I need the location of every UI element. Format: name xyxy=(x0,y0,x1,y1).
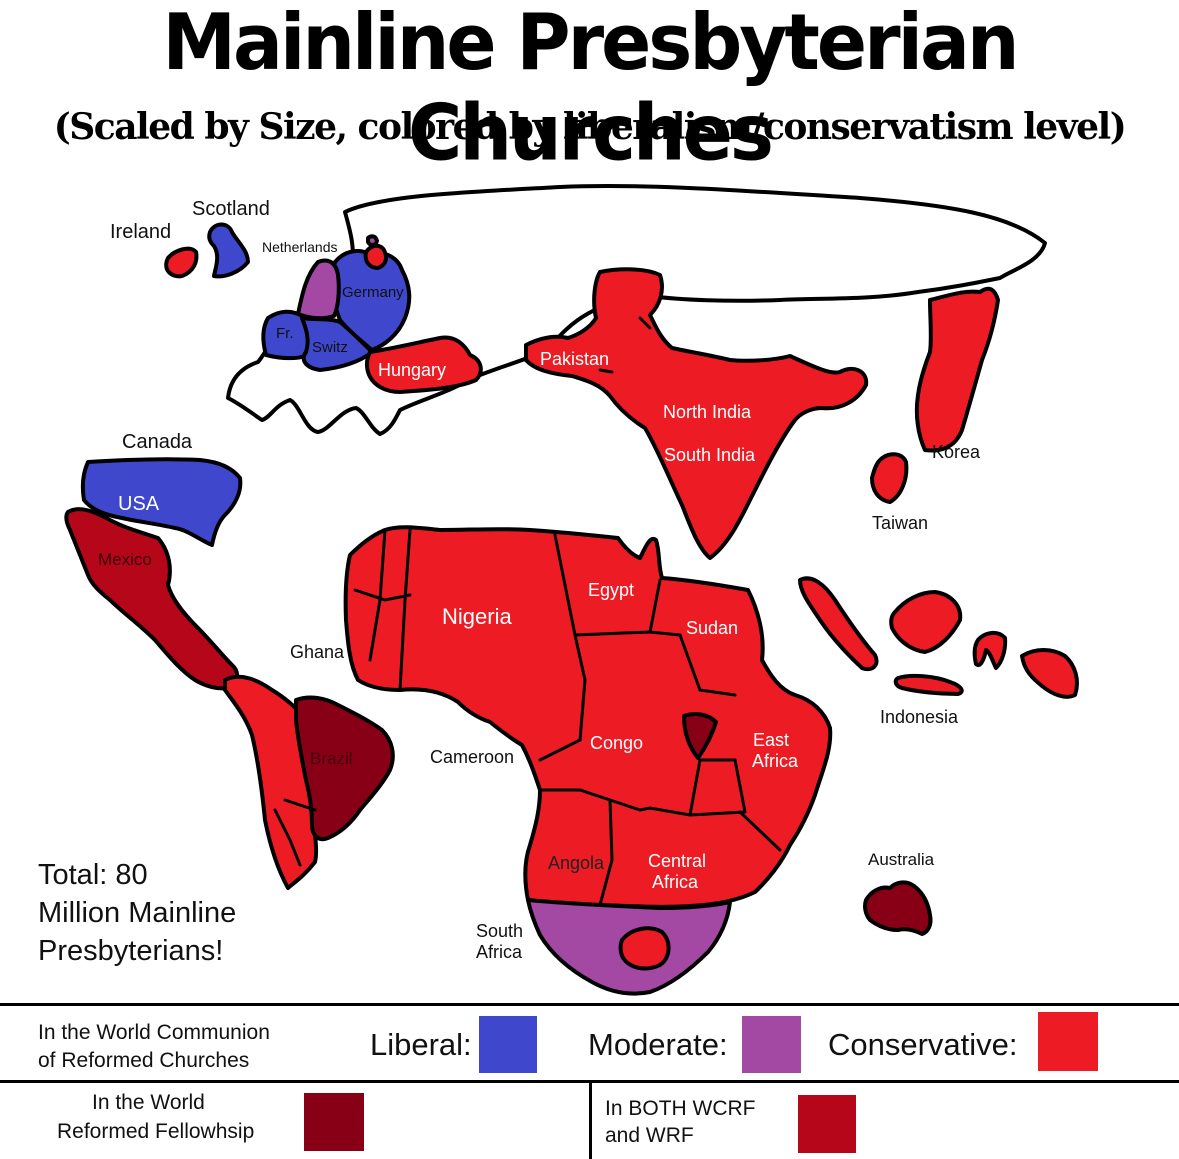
region-korea xyxy=(914,286,1000,453)
region-taiwan xyxy=(870,452,909,504)
label-australia: Australia xyxy=(868,850,935,869)
region-indonesia-sumatra xyxy=(798,576,879,672)
region-indonesia-sulawesi xyxy=(972,631,1008,670)
label-pakistan: Pakistan xyxy=(540,349,609,369)
label-south-africa-2: Africa xyxy=(476,942,523,962)
region-switzerland xyxy=(300,316,374,372)
legend-wrf-line-2: Reformed Fellowhsip xyxy=(57,1120,255,1143)
total-line-2: Million Mainline xyxy=(38,897,237,929)
legend-liberal-label: Liberal: xyxy=(370,1027,472,1062)
region-usa xyxy=(80,457,243,547)
cartogram-map: Ireland Scotland Netherlands Germany Fr.… xyxy=(64,184,1079,996)
label-sudan: Sudan xyxy=(686,618,738,638)
total-note: Total: 80 Million Mainline Presbyterians… xyxy=(38,856,298,970)
legend-wrf-line-1: In the World xyxy=(92,1091,205,1114)
map-subtitle: (Scaled by Size, colored by liberalism/c… xyxy=(53,106,1127,148)
label-switzerland: Switz xyxy=(312,339,348,356)
region-brazil xyxy=(294,695,395,842)
legend-both-swatch xyxy=(798,1095,856,1153)
legend-conservative-swatch xyxy=(1038,1012,1098,1071)
legend-divider xyxy=(589,1082,592,1159)
label-korea: Korea xyxy=(932,442,981,462)
label-congo: Congo xyxy=(590,733,643,753)
border-lines-south-america xyxy=(273,798,317,867)
region-indonesia-java xyxy=(893,673,964,696)
label-east-africa-1: East xyxy=(753,730,789,750)
label-nigeria: Nigeria xyxy=(442,604,512,629)
region-scotland xyxy=(207,222,250,279)
region-netherlands-islet xyxy=(366,234,379,247)
region-netherlands xyxy=(296,258,341,321)
label-south-africa-1: South xyxy=(476,921,523,941)
label-north-india: North India xyxy=(663,402,752,422)
label-ireland: Ireland xyxy=(110,221,171,243)
region-lesotho xyxy=(618,926,671,971)
region-australia xyxy=(863,880,933,936)
region-indonesia-papua xyxy=(1020,648,1079,699)
legend: In the World Communion of Reformed Churc… xyxy=(0,1003,1179,1159)
region-ireland xyxy=(164,246,199,279)
label-canada: Canada xyxy=(122,431,193,453)
label-south-india: South India xyxy=(664,445,756,465)
label-ghana: Ghana xyxy=(290,642,345,662)
total-line-1: Total: 80 xyxy=(38,859,148,891)
region-netherlands-north xyxy=(363,243,388,270)
legend-moderate-label: Moderate: xyxy=(588,1027,728,1062)
label-germany: Germany xyxy=(342,284,404,301)
legend-middle-rule xyxy=(0,1080,1179,1083)
legend-wcrc-line-1: In the World Communion xyxy=(38,1021,270,1044)
label-cameroon: Cameroon xyxy=(430,747,514,767)
total-line-3: Presbyterians! xyxy=(38,935,224,967)
label-scotland: Scotland xyxy=(192,198,270,220)
region-indonesia-borneo xyxy=(889,590,963,654)
label-mexico: Mexico xyxy=(98,550,152,569)
label-netherlands: Netherlands xyxy=(262,239,338,255)
region-africa xyxy=(343,525,833,909)
label-egypt: Egypt xyxy=(588,580,634,600)
legend-both-line-1: In BOTH WCRF xyxy=(605,1097,756,1120)
legend-liberal-swatch xyxy=(479,1016,537,1073)
legend-wcrc-line-2: of Reformed Churches xyxy=(38,1049,250,1072)
region-india xyxy=(524,267,869,560)
legend-top-rule xyxy=(0,1003,1179,1006)
border-lines-africa xyxy=(353,528,782,907)
border-lines-asia xyxy=(598,316,652,374)
legend-both-line-2: and WRF xyxy=(605,1124,694,1147)
region-south-sudan xyxy=(682,712,718,760)
label-taiwan: Taiwan xyxy=(872,513,928,533)
label-brazil: Brazil xyxy=(310,749,353,768)
label-east-africa-2: Africa xyxy=(752,751,799,771)
label-angola: Angola xyxy=(548,853,605,873)
label-indonesia: Indonesia xyxy=(880,707,959,727)
legend-wrf-swatch xyxy=(304,1093,364,1151)
label-france: Fr. xyxy=(276,325,294,342)
label-hungary: Hungary xyxy=(378,360,446,380)
label-usa: USA xyxy=(118,493,160,515)
label-central-africa-2: Africa xyxy=(652,872,699,892)
region-south-america-west xyxy=(223,674,319,890)
label-central-africa-1: Central xyxy=(648,851,706,871)
legend-moderate-swatch xyxy=(742,1016,801,1073)
region-hungary xyxy=(364,335,483,394)
legend-conservative-label: Conservative: xyxy=(828,1027,1018,1062)
map-title: Mainline Presbyterian Churches xyxy=(162,0,1019,179)
